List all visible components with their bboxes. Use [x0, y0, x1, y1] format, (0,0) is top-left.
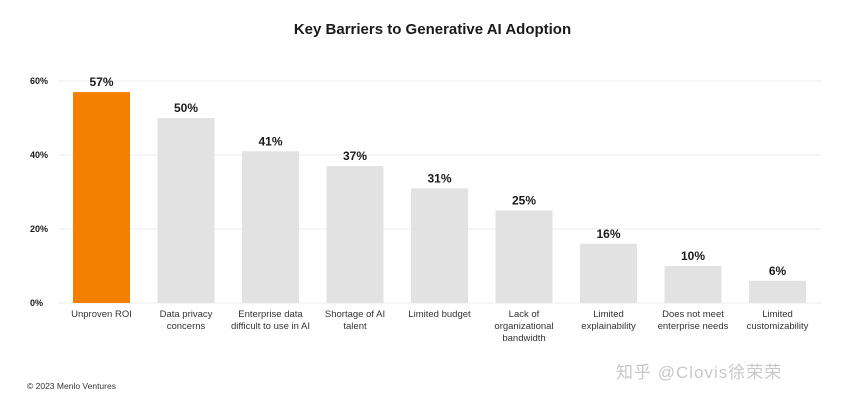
category-label: Does not meet enterprise needs: [657, 309, 729, 332]
value-label: 31%: [427, 171, 451, 185]
value-label: 25%: [512, 194, 536, 208]
category-label: Limited customizability: [746, 309, 809, 332]
category-label: Limited budget: [408, 309, 471, 320]
value-label: 6%: [769, 264, 787, 278]
category-label: Enterprise data difficult to use in AI: [230, 309, 311, 332]
y-tick-label: 0%: [30, 298, 43, 308]
bar: [73, 92, 130, 303]
category-label: Lack of organizational bandwidth: [494, 309, 554, 344]
value-label: 41%: [258, 134, 282, 148]
value-label: 16%: [596, 227, 620, 241]
bar: [326, 166, 384, 303]
bar: [495, 210, 553, 303]
y-axis-ticks: 0% 20% 40% 60%: [30, 76, 48, 308]
bar: [242, 151, 299, 303]
bar: [664, 266, 722, 303]
category-label: Shortage of AI talent: [324, 309, 386, 332]
bar: [749, 280, 806, 303]
bars: [73, 92, 806, 303]
value-label: 57%: [89, 75, 113, 89]
y-tick-label: 40%: [30, 150, 48, 160]
category-label: Data privacy concerns: [159, 309, 213, 332]
category-label: Unproven ROI: [71, 309, 132, 320]
value-labels: 57% 50% 41% 37% 31% 25% 16% 10% 6%: [89, 75, 786, 278]
chart-title: Key Barriers to Generative AI Adoption: [293, 21, 572, 38]
value-label: 10%: [681, 249, 705, 263]
y-tick-label: 20%: [30, 224, 48, 234]
y-tick-label: 60%: [30, 76, 48, 86]
watermark-text: 知乎 @Clovis徐荣荣: [616, 363, 783, 382]
bar: [580, 243, 637, 303]
bar: [157, 118, 215, 303]
value-label: 50%: [174, 101, 198, 115]
value-label: 37%: [343, 149, 367, 163]
category-label: Limited explainability: [581, 309, 636, 332]
bar: [411, 188, 468, 303]
copyright-text: © 2023 Menlo Ventures: [27, 381, 116, 391]
